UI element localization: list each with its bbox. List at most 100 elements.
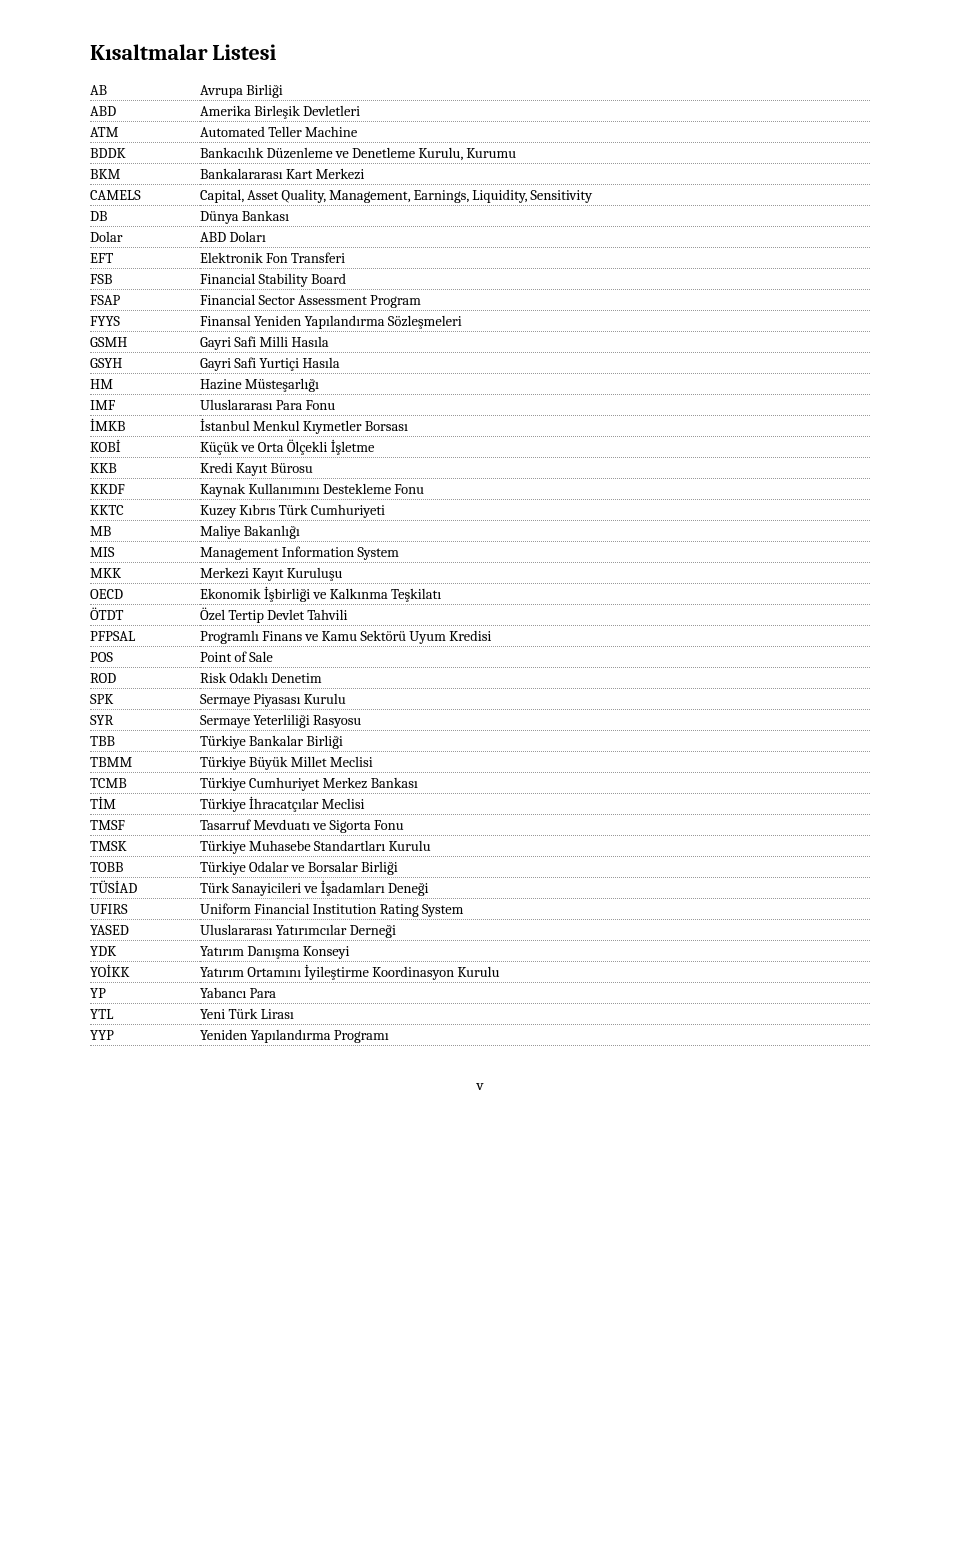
- abbr-cell: AB: [90, 80, 200, 101]
- table-row: YPYabancı Para: [90, 983, 870, 1004]
- table-row: TBBTürkiye Bankalar Birliği: [90, 731, 870, 752]
- definition-cell: Türkiye Bankalar Birliği: [200, 731, 870, 752]
- abbr-cell: ÖTDT: [90, 605, 200, 626]
- table-row: MKKMerkezi Kayıt Kuruluşu: [90, 563, 870, 584]
- abbr-cell: Dolar: [90, 227, 200, 248]
- definition-cell: Hazine Müsteşarlığı: [200, 374, 870, 395]
- abbr-cell: GSYH: [90, 353, 200, 374]
- page-title: Kısaltmalar Listesi: [90, 40, 870, 66]
- definition-cell: Financial Stability Board: [200, 269, 870, 290]
- definition-cell: Türkiye Muhasebe Standartları Kurulu: [200, 836, 870, 857]
- table-row: MBMaliye Bakanlığı: [90, 521, 870, 542]
- definition-cell: Sermaye Piyasası Kurulu: [200, 689, 870, 710]
- table-row: FSAPFinancial Sector Assessment Program: [90, 290, 870, 311]
- definition-cell: Uluslararası Para Fonu: [200, 395, 870, 416]
- table-row: DolarABD Doları: [90, 227, 870, 248]
- definition-cell: Uniform Financial Institution Rating Sys…: [200, 899, 870, 920]
- table-row: YOİKKYatırım Ortamını İyileştirme Koordi…: [90, 962, 870, 983]
- definition-cell: Türkiye Büyük Millet Meclisi: [200, 752, 870, 773]
- table-row: HMHazine Müsteşarlığı: [90, 374, 870, 395]
- table-row: TMSFTasarruf Mevduatı ve Sigorta Fonu: [90, 815, 870, 836]
- abbr-cell: FSB: [90, 269, 200, 290]
- table-row: ABDAmerika Birleşik Devletleri: [90, 101, 870, 122]
- definition-cell: ABD Doları: [200, 227, 870, 248]
- definition-cell: Bankalararası Kart Merkezi: [200, 164, 870, 185]
- table-row: SPKSermaye Piyasası Kurulu: [90, 689, 870, 710]
- definition-cell: Türkiye Odalar ve Borsalar Birliği: [200, 857, 870, 878]
- abbr-cell: TCMB: [90, 773, 200, 794]
- abbr-cell: GSMH: [90, 332, 200, 353]
- abbr-cell: PFPSAL: [90, 626, 200, 647]
- definition-cell: Programlı Finans ve Kamu Sektörü Uyum Kr…: [200, 626, 870, 647]
- abbr-cell: YTL: [90, 1004, 200, 1025]
- table-row: UFIRSUniform Financial Institution Ratin…: [90, 899, 870, 920]
- abbr-cell: FSAP: [90, 290, 200, 311]
- abbr-cell: ATM: [90, 122, 200, 143]
- definition-cell: Avrupa Birliği: [200, 80, 870, 101]
- definition-cell: Yatırım Danışma Konseyi: [200, 941, 870, 962]
- table-row: POSPoint of Sale: [90, 647, 870, 668]
- table-row: İMKBİstanbul Menkul Kıymetler Borsası: [90, 416, 870, 437]
- table-row: YTLYeni Türk Lirası: [90, 1004, 870, 1025]
- definition-cell: Kuzey Kıbrıs Türk Cumhuriyeti: [200, 500, 870, 521]
- abbr-cell: KOBİ: [90, 437, 200, 458]
- abbr-cell: HM: [90, 374, 200, 395]
- abbr-cell: SPK: [90, 689, 200, 710]
- abbr-cell: ABD: [90, 101, 200, 122]
- abbr-cell: EFT: [90, 248, 200, 269]
- table-row: TİMTürkiye İhracatçılar Meclisi: [90, 794, 870, 815]
- definition-cell: Automated Teller Machine: [200, 122, 870, 143]
- table-row: KKDFKaynak Kullanımını Destekleme Fonu: [90, 479, 870, 500]
- abbr-cell: FYYS: [90, 311, 200, 332]
- table-row: TCMBTürkiye Cumhuriyet Merkez Bankası: [90, 773, 870, 794]
- table-row: MISManagement Information System: [90, 542, 870, 563]
- abbr-cell: TMSF: [90, 815, 200, 836]
- definition-cell: Maliye Bakanlığı: [200, 521, 870, 542]
- abbr-cell: TBB: [90, 731, 200, 752]
- abbr-cell: POS: [90, 647, 200, 668]
- table-row: OECDEkonomik İşbirliği ve Kalkınma Teşki…: [90, 584, 870, 605]
- definition-cell: Management Information System: [200, 542, 870, 563]
- definition-cell: Elektronik Fon Transferi: [200, 248, 870, 269]
- definition-cell: Özel Tertip Devlet Tahvili: [200, 605, 870, 626]
- table-row: PFPSALProgramlı Finans ve Kamu Sektörü U…: [90, 626, 870, 647]
- abbr-cell: İMKB: [90, 416, 200, 437]
- definition-cell: Ekonomik İşbirliği ve Kalkınma Teşkilatı: [200, 584, 870, 605]
- definition-cell: Gayri Safi Yurtiçi Hasıla: [200, 353, 870, 374]
- definition-cell: Kaynak Kullanımını Destekleme Fonu: [200, 479, 870, 500]
- abbr-cell: MIS: [90, 542, 200, 563]
- table-row: FYYSFinansal Yeniden Yapılandırma Sözleş…: [90, 311, 870, 332]
- table-row: TBMMTürkiye Büyük Millet Meclisi: [90, 752, 870, 773]
- abbr-cell: ROD: [90, 668, 200, 689]
- abbr-cell: BDDK: [90, 143, 200, 164]
- abbr-cell: YYP: [90, 1025, 200, 1046]
- table-row: KKBKredi Kayıt Bürosu: [90, 458, 870, 479]
- abbr-cell: KKB: [90, 458, 200, 479]
- definition-cell: Türkiye Cumhuriyet Merkez Bankası: [200, 773, 870, 794]
- definition-cell: Capital, Asset Quality, Management, Earn…: [200, 185, 870, 206]
- abbr-cell: SYR: [90, 710, 200, 731]
- definition-cell: Financial Sector Assessment Program: [200, 290, 870, 311]
- definition-cell: Küçük ve Orta Ölçekli İşletme: [200, 437, 870, 458]
- abbreviations-table: ABAvrupa BirliğiABDAmerika Birleşik Devl…: [90, 80, 870, 1046]
- table-row: RODRisk Odaklı Denetim: [90, 668, 870, 689]
- table-row: YDKYatırım Danışma Konseyi: [90, 941, 870, 962]
- table-row: YYPYeniden Yapılandırma Programı: [90, 1025, 870, 1046]
- definition-cell: Uluslararası Yatırımcılar Derneği: [200, 920, 870, 941]
- definition-cell: Amerika Birleşik Devletleri: [200, 101, 870, 122]
- abbr-cell: CAMELS: [90, 185, 200, 206]
- abbr-cell: UFIRS: [90, 899, 200, 920]
- table-row: FSBFinancial Stability Board: [90, 269, 870, 290]
- abbr-cell: TOBB: [90, 857, 200, 878]
- table-row: EFTElektronik Fon Transferi: [90, 248, 870, 269]
- abbr-cell: TİM: [90, 794, 200, 815]
- definition-cell: Yatırım Ortamını İyileştirme Koordinasyo…: [200, 962, 870, 983]
- table-row: BKMBankalararası Kart Merkezi: [90, 164, 870, 185]
- abbr-cell: TBMM: [90, 752, 200, 773]
- abbr-cell: YOİKK: [90, 962, 200, 983]
- abbr-cell: YP: [90, 983, 200, 1004]
- definition-cell: Yabancı Para: [200, 983, 870, 1004]
- definition-cell: Yeniden Yapılandırma Programı: [200, 1025, 870, 1046]
- table-row: TÜSİADTürk Sanayicileri ve İşadamları De…: [90, 878, 870, 899]
- definition-cell: Türkiye İhracatçılar Meclisi: [200, 794, 870, 815]
